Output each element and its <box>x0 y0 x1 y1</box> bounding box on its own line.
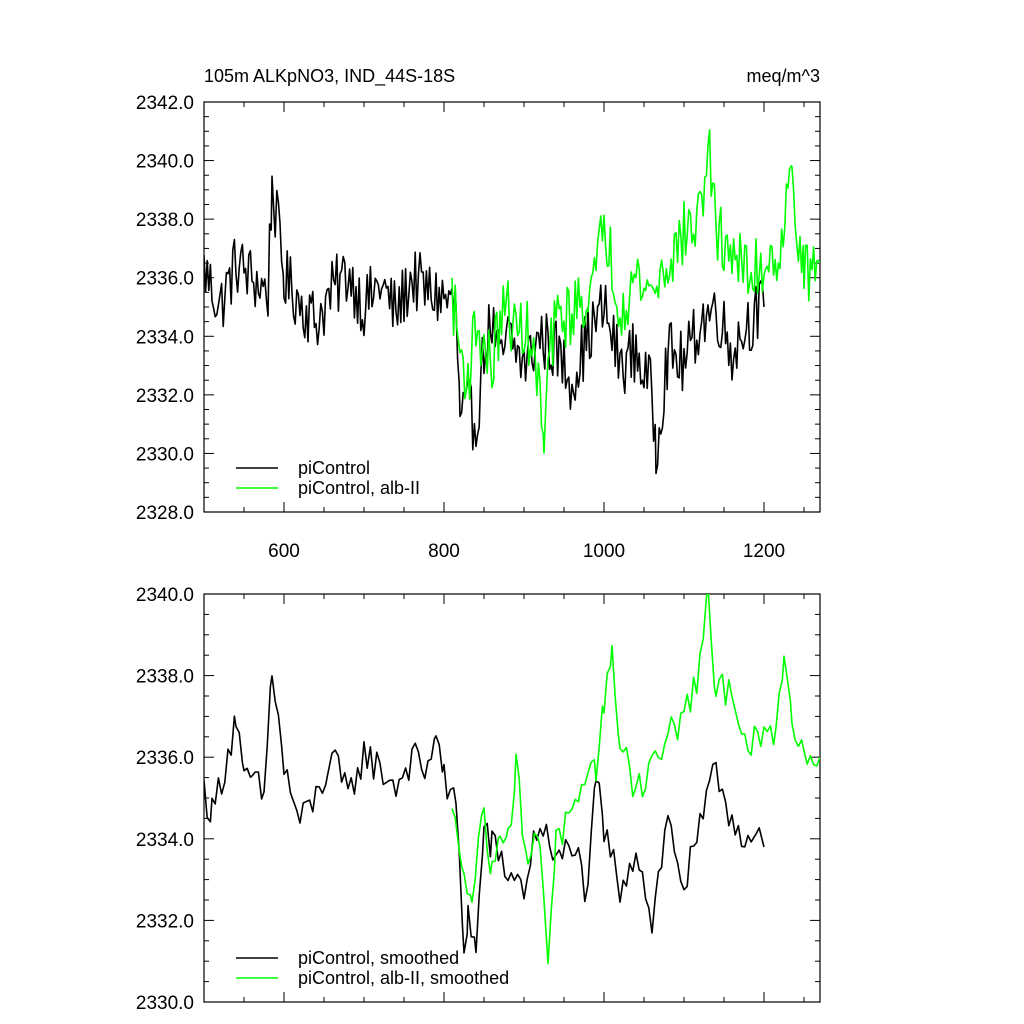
series-line-picontrol-alb-ii <box>451 129 820 454</box>
y-tick-label: 2332.0 <box>136 911 194 932</box>
y-tick-label: 2330.0 <box>136 993 194 1014</box>
unit-label: meq/m^3 <box>747 66 820 86</box>
y-tick-label: 2334.0 <box>136 830 194 851</box>
panel-raw: 2328.0 2330.0 2332.0 2334.0 2336.0 2338.0 2340… <box>136 93 821 562</box>
series-line-picontrol-smoothed <box>204 675 765 954</box>
x-tick-label: 800 <box>428 541 460 562</box>
panel-smoothed: 2330.0 2332.0 2334.0 2336.0 2338.0 2340.0 piCo… <box>136 585 821 1014</box>
y-tick-label: 2340.0 <box>136 585 194 606</box>
series-line-picontrol <box>204 175 765 475</box>
x-tick-label: 1200 <box>743 541 785 562</box>
x-tick-label: 600 <box>268 541 300 562</box>
y-tick-label: 2340.0 <box>136 152 194 173</box>
legend-label: piControl, smoothed <box>298 948 459 968</box>
y-tick-label: 2336.0 <box>136 269 194 290</box>
y-tick-label: 2338.0 <box>136 210 194 231</box>
y-tick-label: 2342.0 <box>136 93 194 114</box>
y-tick-label: 2338.0 <box>136 667 194 688</box>
series-line-picontrol-alb-ii-smoothed <box>451 594 820 965</box>
y-tick-label: 2334.0 <box>136 327 194 348</box>
y-tick-label: 2332.0 <box>136 386 194 407</box>
y-tick-label: 2336.0 <box>136 748 194 769</box>
legend-label: piControl <box>298 458 370 478</box>
y-tick-label: 2330.0 <box>136 444 194 465</box>
chart-title: 105m ALKpNO3, IND_44S-18S <box>204 66 455 87</box>
y-tick-label: 2328.0 <box>136 503 194 524</box>
x-tick-label: 1000 <box>583 541 625 562</box>
legend-label: piControl, alb-II <box>298 478 420 498</box>
plot-frame <box>203 593 821 1003</box>
legend-label: piControl, alb-II, smoothed <box>298 968 509 988</box>
